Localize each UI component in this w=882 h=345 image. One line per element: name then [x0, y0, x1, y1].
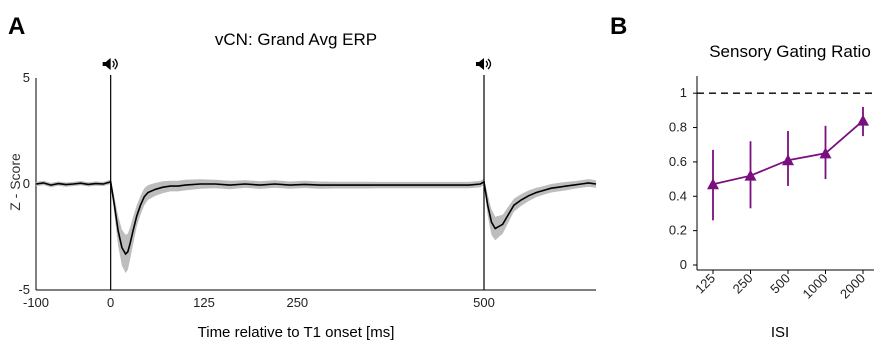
gating-point-marker	[857, 114, 869, 126]
speaker-icon	[102, 58, 118, 70]
gating-axes: 0 0.2 0.4 0.6 0.8 1 125 250 500 1000 2000	[669, 76, 874, 302]
erp-x-tick-label: 125	[193, 295, 215, 310]
erp-y-tick-label: 0	[23, 176, 30, 191]
speaker-wave-inner	[112, 60, 115, 68]
gating-x-tick-label: 500	[767, 271, 793, 297]
erp-sem-band	[36, 178, 596, 273]
speaker-icon	[476, 58, 492, 70]
gating-chart-title: Sensory Gating Ratio	[709, 42, 871, 61]
erp-x-tick-label: 250	[286, 295, 308, 310]
erp-plot-area	[35, 58, 597, 290]
erp-chart: vCN: Grand Avg ERP Z - Score Time relati…	[7, 30, 597, 341]
speaker-wave-outer	[114, 58, 118, 70]
erp-axes: 5 0 -5-100 0 125 250 500	[18, 70, 596, 310]
erp-x-axis-label: Time relative to T1 onset [ms]	[198, 324, 395, 341]
erp-y-tick-label: -5	[18, 282, 30, 297]
speaker-body	[476, 58, 484, 70]
erp-chart-title: vCN: Grand Avg ERP	[215, 30, 377, 49]
gating-point-marker	[744, 169, 757, 181]
gating-y-tick-label: 0.2	[669, 223, 687, 238]
gating-y-tick-label: 1	[680, 85, 687, 100]
panel-a-letter: A	[8, 13, 25, 40]
erp-x-tick-label: -100	[23, 295, 49, 310]
gating-x-tick-label: 2000	[837, 271, 868, 302]
speaker-wave-outer	[487, 58, 492, 70]
gating-y-tick-label: 0.8	[669, 120, 687, 135]
erp-y-tick-label: 5	[23, 70, 30, 85]
gating-y-tick-label: 0	[680, 257, 687, 272]
speaker-wave-inner	[485, 60, 489, 68]
gating-ratio-chart: Sensory Gating Ratio ISI 0 0.2 0.4 0.6 0.8 1 1…	[669, 42, 874, 341]
erp-y-axis-label: Z - Score	[7, 153, 23, 211]
gating-x-axis-label: ISI	[771, 324, 789, 341]
erp-x-tick-label: 0	[107, 295, 114, 310]
panel-b-letter: B	[610, 13, 627, 40]
gating-point-marker	[707, 178, 719, 190]
gating-y-tick-label: 0.6	[669, 154, 687, 169]
erp-mean-line	[35, 180, 597, 256]
gating-point-marker	[782, 154, 794, 166]
gating-plot-area	[697, 92, 874, 221]
gating-y-tick-label: 0.4	[669, 188, 687, 203]
speaker-body	[102, 58, 111, 70]
gating-x-tick-label: 1000	[800, 271, 831, 302]
gating-x-tick-label: 125	[692, 271, 718, 297]
gating-x-tick-label: 250	[730, 271, 756, 297]
erp-x-tick-label: 500	[473, 295, 495, 310]
gating-point-marker	[819, 147, 832, 159]
